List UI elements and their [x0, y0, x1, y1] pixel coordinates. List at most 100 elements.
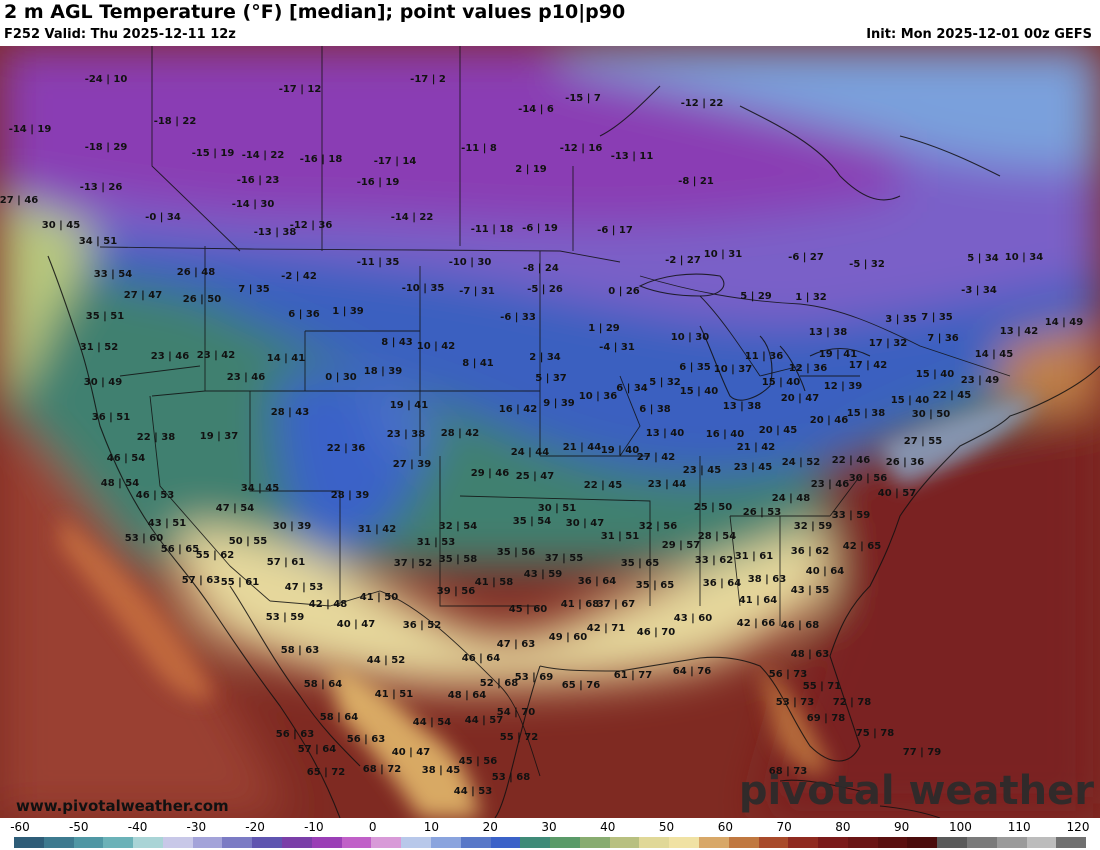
point-value: 40 | 57 [878, 488, 916, 499]
point-value: -15 | 7 [565, 93, 601, 104]
point-value: 49 | 60 [549, 632, 587, 643]
colorbar-swatch [311, 837, 342, 848]
point-value: -14 | 6 [518, 104, 554, 115]
colorbar-tick-label: -60 [10, 820, 30, 834]
point-value: 52 | 68 [480, 678, 518, 689]
valid-time-label: F252 Valid: Thu 2025-12-11 12z [4, 27, 236, 42]
footer-url[interactable]: www.pivotalweather.com [16, 797, 229, 815]
point-value: 40 | 64 [806, 566, 844, 577]
colorbar-swatch [788, 837, 819, 848]
point-value: 68 | 72 [363, 764, 401, 775]
point-value: -18 | 22 [154, 116, 197, 127]
point-value: 33 | 59 [832, 510, 870, 521]
point-value: 28 | 39 [331, 490, 369, 501]
point-value: 13 | 38 [809, 327, 847, 338]
colorbar-swatch [550, 837, 580, 848]
colorbar-tick-label: -50 [68, 820, 89, 834]
point-value: 24 | 52 [782, 457, 820, 468]
point-value: 24 | 48 [772, 493, 810, 504]
temperature-map: -24 | 10 -17 | 12 -17 | 2 -14 | 19 -18 | 22 -… [0, 46, 1100, 818]
point-value: -6 | 27 [788, 252, 824, 263]
point-value: 26 | 36 [886, 457, 924, 468]
point-value: 58 | 63 [281, 645, 319, 656]
point-value: 75 | 78 [856, 728, 894, 739]
point-value: 6 | 36 [288, 309, 320, 320]
point-value: 48 | 63 [791, 649, 829, 660]
point-value: 17 | 32 [869, 338, 907, 349]
point-value: 12 | 39 [824, 381, 862, 392]
point-value: -12 | 16 [560, 143, 603, 154]
point-value: 25 | 47 [516, 471, 554, 482]
colorbar-swatch [579, 837, 610, 848]
point-value: 35 | 56 [497, 547, 535, 558]
point-value: -15 | 19 [192, 148, 235, 159]
point-value: 1 | 39 [332, 306, 364, 317]
point-value: 3 | 35 [885, 314, 917, 325]
point-value: 20 | 45 [759, 425, 797, 436]
point-value: 23 | 42 [197, 350, 235, 361]
point-value: 23 | 49 [961, 375, 999, 386]
point-value: 53 | 60 [125, 533, 163, 544]
point-value: 44 | 52 [367, 655, 405, 666]
point-value: 5 | 32 [649, 377, 681, 388]
point-value: 0 | 30 [325, 372, 357, 383]
point-value: 9 | 39 [543, 398, 575, 409]
point-value: 31 | 53 [417, 537, 455, 548]
colorbar-swatch [460, 837, 491, 848]
colorbar-swatch [43, 837, 74, 848]
point-value: 10 | 42 [417, 341, 455, 352]
colorbar-swatch [341, 837, 372, 848]
colorbar: -60 -50 -40 -30 -20 -10 0 10 20 30 40 50 60 70 80 90 100… [0, 818, 1100, 850]
point-value: -7 | 31 [459, 286, 495, 297]
point-value: 15 | 40 [916, 369, 954, 380]
point-value: 46 | 64 [462, 653, 500, 664]
point-value: 64 | 76 [673, 666, 711, 677]
colorbar-tick-label: 50 [658, 820, 675, 834]
colorbar-swatch [639, 837, 670, 848]
point-value: 17 | 42 [849, 360, 887, 371]
point-value: 42 | 48 [309, 599, 347, 610]
point-value: 15 | 40 [762, 377, 800, 388]
colorbar-swatch [192, 837, 223, 848]
point-value: -4 | 31 [599, 342, 635, 353]
colorbar-swatch [937, 837, 967, 848]
point-value: 21 | 44 [563, 442, 601, 453]
point-value: 31 | 61 [735, 551, 773, 562]
colorbar-tick-label: 70 [776, 820, 792, 834]
point-value: 65 | 72 [307, 767, 345, 778]
point-value: -17 | 14 [374, 156, 417, 167]
point-value: -0 | 34 [145, 212, 181, 223]
point-value: 20 | 46 [810, 415, 848, 426]
point-value: 31 | 42 [358, 524, 396, 535]
point-value: 30 | 51 [538, 503, 576, 514]
point-value: 37 | 52 [394, 558, 432, 569]
point-value: -2 | 27 [665, 255, 701, 266]
point-value: -16 | 19 [357, 177, 400, 188]
colorbar-strip [14, 837, 1087, 848]
point-value: 22 | 38 [137, 432, 175, 443]
point-value: 16 | 42 [499, 404, 537, 415]
colorbar-tick-label: 120 [1066, 820, 1090, 834]
colorbar-tick-label: 90 [894, 820, 910, 834]
point-value: 32 | 56 [639, 521, 677, 532]
point-value: 44 | 57 [465, 715, 503, 726]
colorbar-swatch [907, 837, 938, 848]
init-time-label: Init: Mon 2025-12-01 00z GEFS [866, 27, 1092, 42]
point-value: 30 | 50 [912, 409, 950, 420]
point-value: 27 | 42 [637, 452, 675, 463]
point-value: -11 | 8 [461, 143, 497, 154]
point-value: 2 | 34 [529, 352, 561, 363]
colorbar-swatch [967, 837, 997, 848]
point-value: 43 | 51 [148, 518, 186, 529]
point-value: 56 | 63 [276, 729, 314, 740]
point-value: 8 | 43 [381, 337, 413, 348]
point-value: 36 | 52 [403, 620, 441, 631]
point-value: 68 | 73 [769, 766, 807, 777]
point-value: 46 | 54 [107, 453, 145, 464]
point-value: 43 | 59 [524, 569, 562, 580]
colorbar-swatch [73, 837, 104, 848]
point-value: 37 | 67 [597, 599, 635, 610]
point-value: 21 | 42 [737, 442, 775, 453]
point-value: 29 | 46 [471, 468, 509, 479]
colorbar-tick-label: -10 [304, 820, 324, 834]
